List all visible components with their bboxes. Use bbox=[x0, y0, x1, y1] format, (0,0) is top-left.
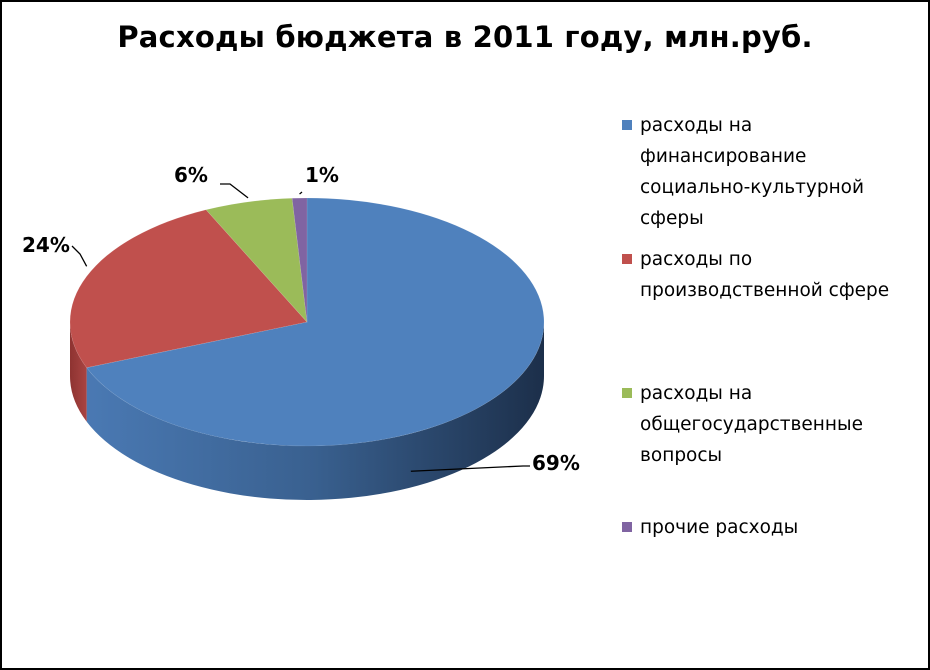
legend-entry-production: расходы по производственной сфере bbox=[622, 244, 928, 306]
legend-entry-other: прочие расходы bbox=[622, 512, 928, 543]
pie-slice-production-side bbox=[70, 322, 87, 422]
pie-labels: 69% 24% 6% 1% bbox=[22, 163, 580, 475]
data-label-24-leader bbox=[71, 245, 88, 267]
data-label-1: 1% bbox=[305, 163, 339, 187]
data-label-1-leader bbox=[299, 191, 303, 195]
data-label-6: 6% bbox=[174, 163, 208, 187]
legend-swatch-blue bbox=[622, 120, 632, 130]
pie-slice-other bbox=[291, 197, 308, 323]
pie-slice-production bbox=[69, 209, 308, 368]
legend-label: расходы на финансирование социально-куль… bbox=[640, 115, 865, 229]
legend-label: расходы на общегосударственные вопросы bbox=[640, 383, 863, 466]
legend-swatch-red bbox=[622, 254, 632, 264]
chart-title: Расходы бюджета в 2011 году, млн.руб. bbox=[117, 20, 813, 54]
legend-label: расходы по производственной сфере bbox=[640, 249, 890, 301]
legend-label: прочие расходы bbox=[640, 517, 799, 538]
pie-slice-social-cultural bbox=[86, 197, 545, 447]
pie-chart: 69% 24% 6% 1% bbox=[22, 163, 580, 500]
pie-sides bbox=[70, 322, 544, 500]
pie-slices bbox=[69, 197, 545, 447]
data-label-69-leader bbox=[410, 465, 530, 472]
data-label-69: 69% bbox=[532, 451, 580, 475]
legend-swatch-purple bbox=[622, 522, 632, 532]
legend-entry-social-cultural: расходы на финансирование социально-куль… bbox=[622, 110, 928, 234]
legend-swatch-green bbox=[622, 388, 632, 398]
pie-slice-social-cultural-side bbox=[86, 322, 544, 500]
data-label-24: 24% bbox=[22, 233, 70, 257]
legend-entry-general-state: расходы на общегосударственные вопросы bbox=[622, 378, 928, 471]
pie-slice-general-state bbox=[205, 197, 308, 323]
data-label-6-leader bbox=[220, 183, 249, 199]
